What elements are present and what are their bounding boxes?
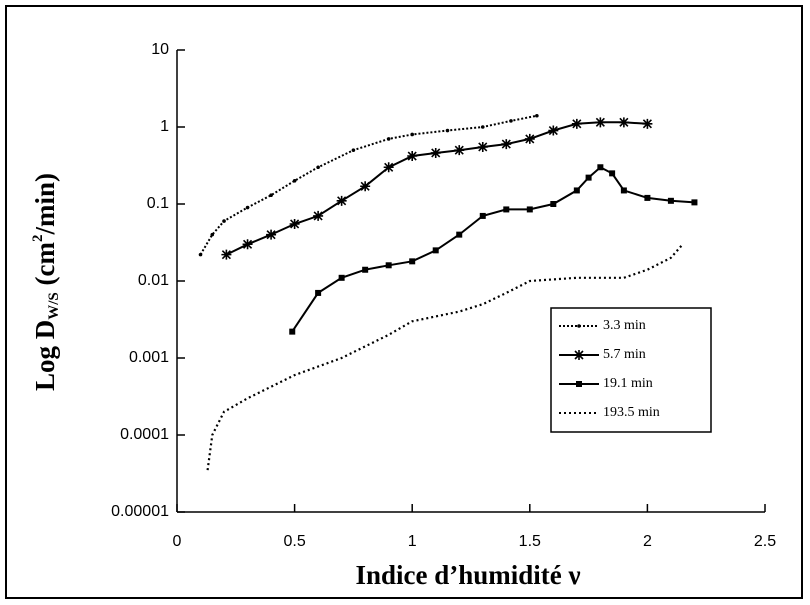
- y-axis-label: Log DW/S (cm2/min): [30, 173, 62, 391]
- marker: [430, 147, 441, 158]
- marker: [315, 289, 322, 296]
- marker: [198, 252, 203, 257]
- marker: [618, 117, 629, 128]
- marker: [477, 141, 488, 152]
- legend-label: 193.5 min: [603, 405, 660, 420]
- x-axis-label: Indice d’humidité ν: [355, 560, 580, 590]
- marker: [360, 181, 371, 192]
- marker: [351, 148, 356, 152]
- marker: [210, 232, 215, 237]
- marker: [316, 165, 320, 170]
- marker: [410, 132, 415, 137]
- legend-marker: [577, 324, 581, 328]
- legend-label: 3.3 min: [603, 318, 646, 333]
- marker: [597, 164, 604, 171]
- marker: [509, 119, 513, 123]
- marker: [362, 266, 369, 273]
- marker: [620, 187, 627, 194]
- marker: [480, 125, 485, 129]
- series-line: [199, 114, 538, 256]
- marker: [292, 179, 297, 183]
- marker: [245, 205, 250, 210]
- y-tick-label: 1: [160, 118, 169, 135]
- marker: [454, 145, 465, 156]
- marker: [550, 201, 557, 207]
- marker: [571, 118, 582, 129]
- marker: [524, 133, 535, 144]
- x-tick-label: 1.5: [519, 533, 541, 550]
- y-label-end: /min): [30, 173, 60, 236]
- y-label-mid: (cm: [30, 242, 60, 293]
- marker: [445, 128, 450, 133]
- marker: [573, 187, 580, 194]
- marker: [289, 218, 300, 229]
- marker: [456, 231, 463, 238]
- marker: [221, 249, 232, 260]
- marker: [407, 151, 418, 162]
- marker: [642, 118, 653, 129]
- marker: [383, 162, 394, 173]
- marker: [313, 210, 324, 221]
- x-tick-label: 2: [643, 533, 652, 550]
- marker: [385, 262, 392, 269]
- marker: [242, 239, 253, 250]
- y-label-sup: 2: [30, 235, 46, 243]
- x-tick-label: 1: [408, 533, 417, 550]
- series-line: [225, 121, 648, 256]
- marker: [409, 258, 416, 265]
- marker: [691, 199, 698, 206]
- y-label-main: Log D: [30, 320, 60, 391]
- marker: [595, 117, 606, 128]
- y-tick-label: 0.01: [138, 272, 169, 289]
- marker: [503, 206, 510, 213]
- marker: [667, 197, 674, 204]
- y-tick-label: 0.00001: [111, 503, 169, 520]
- marker: [289, 328, 296, 335]
- marker: [269, 193, 273, 198]
- marker: [644, 194, 651, 201]
- marker: [336, 195, 347, 206]
- marker: [526, 206, 533, 213]
- y-tick-label: 0.0001: [120, 426, 169, 443]
- x-tick-label: 0.5: [283, 533, 305, 550]
- y-tick-label: 10: [151, 41, 169, 58]
- x-tick-label: 2.5: [754, 533, 776, 550]
- series-line: [291, 166, 695, 333]
- marker: [609, 170, 616, 177]
- marker: [432, 247, 439, 254]
- x-tick-label: 0: [173, 533, 182, 550]
- marker: [501, 139, 512, 150]
- y-tick-label: 0.1: [147, 195, 169, 212]
- marker: [386, 137, 391, 141]
- legend-label: 5.7 min: [603, 347, 646, 362]
- marker: [535, 113, 539, 118]
- marker: [548, 125, 559, 136]
- y-label-sub: W/S: [46, 292, 62, 320]
- marker: [585, 174, 592, 181]
- legend-marker: [576, 381, 582, 387]
- marker: [338, 274, 345, 281]
- legend-marker: [574, 350, 584, 360]
- y-tick-label: 0.001: [129, 349, 169, 366]
- marker: [222, 219, 226, 223]
- legend-label: 19.1 min: [603, 376, 653, 391]
- legend-box: [550, 307, 712, 433]
- marker: [479, 212, 486, 219]
- marker: [266, 229, 277, 240]
- frame: [5, 5, 803, 599]
